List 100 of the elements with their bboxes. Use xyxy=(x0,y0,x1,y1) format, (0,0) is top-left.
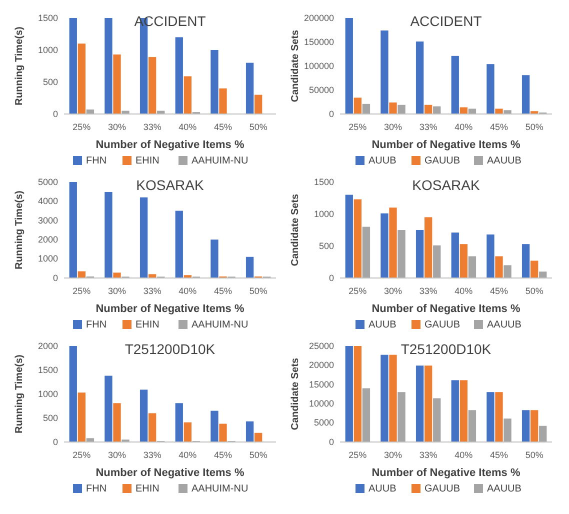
y-tick-label: 0 xyxy=(328,436,334,447)
y-tick-label: 50000 xyxy=(308,84,334,95)
y-tick-label: 2000 xyxy=(38,340,58,351)
x-axis-title: Number of Negative Items % xyxy=(372,303,520,315)
x-tick-label: 40% xyxy=(178,286,197,296)
y-tick-label: 1500 xyxy=(38,12,58,23)
y-tick-label: 10000 xyxy=(308,398,334,408)
y-tick-label: 3000 xyxy=(38,215,58,226)
y-tick-label: 20000 xyxy=(308,360,334,370)
y-tick-label: 500 xyxy=(42,76,58,87)
legend-label: FHN xyxy=(86,320,107,330)
y-tick-label: 1500 xyxy=(38,364,58,375)
y-tick-label: 500 xyxy=(318,240,334,251)
legend-label: GAUUB xyxy=(424,484,460,494)
legend-label: FHN xyxy=(86,156,107,166)
y-tick-label: 5000 xyxy=(314,418,334,428)
legend-label: EHIN xyxy=(136,156,160,166)
x-tick-label: 33% xyxy=(419,122,438,132)
y-tick-label: 5000 xyxy=(38,176,58,187)
y-tick-label: 0 xyxy=(52,436,58,447)
y-axis-title: Candidate Sets xyxy=(290,357,301,430)
legend-label: AAHUIM-NU xyxy=(192,156,248,166)
x-tick-label: 25% xyxy=(348,286,367,296)
x-tick-label: 50% xyxy=(249,122,268,132)
x-tick-label: 45% xyxy=(490,286,508,296)
chart-title: ACCIDENT xyxy=(410,13,482,29)
y-tick-label: 1000 xyxy=(314,208,334,219)
y-tick-label: 2000 xyxy=(38,234,58,244)
x-tick-label: 30% xyxy=(384,122,402,132)
legend-label: GAUUB xyxy=(424,156,460,166)
legend-label: EHIN xyxy=(136,484,160,494)
legend-label: GAUUB xyxy=(424,320,460,330)
x-axis-title: Number of Negative Items % xyxy=(96,303,244,315)
y-axis-title: Running Time(s) xyxy=(14,354,25,434)
y-tick-label: 4000 xyxy=(38,196,58,206)
legend-label: AUUB xyxy=(368,156,397,166)
y-axis-title: Candidate Sets xyxy=(290,193,301,266)
legend-label: AAHUIM-NU xyxy=(192,320,248,330)
x-tick-label: 50% xyxy=(249,450,268,460)
y-tick-label: 15000 xyxy=(308,379,334,390)
x-tick-label: 40% xyxy=(178,450,197,460)
y-tick-label: 150000 xyxy=(304,36,334,47)
x-tick-label: 33% xyxy=(143,286,162,296)
x-tick-label: 25% xyxy=(72,286,91,296)
y-tick-label: 1000 xyxy=(38,44,58,55)
y-tick-label: 25000 xyxy=(308,340,334,351)
legend-label: AAHUIM-NU xyxy=(192,484,248,494)
x-tick-label: 30% xyxy=(108,450,126,460)
x-axis-title: Number of Negative Items % xyxy=(372,139,520,151)
y-tick-label: 0 xyxy=(52,272,58,283)
x-tick-label: 45% xyxy=(490,450,508,460)
legend-label: AUUB xyxy=(368,320,397,330)
x-tick-label: 30% xyxy=(384,450,402,460)
y-tick-label: 200000 xyxy=(304,12,334,23)
x-tick-label: 45% xyxy=(214,286,232,296)
x-tick-label: 33% xyxy=(419,286,438,296)
x-axis-title: Number of Negative Items % xyxy=(96,139,244,151)
y-axis-title: Candidate Sets xyxy=(290,29,301,102)
x-tick-label: 50% xyxy=(525,122,544,132)
x-tick-label: 50% xyxy=(249,286,268,296)
x-tick-label: 40% xyxy=(454,122,473,132)
y-axis-title: Running Time(s) xyxy=(14,26,25,106)
chart-title: T251200D10K xyxy=(400,341,492,357)
y-tick-label: 100000 xyxy=(304,60,334,71)
y-tick-label: 1000 xyxy=(38,254,58,264)
x-axis-title: Number of Negative Items % xyxy=(96,467,244,479)
x-tick-label: 30% xyxy=(108,122,126,132)
x-tick-label: 45% xyxy=(214,450,232,460)
x-tick-label: 33% xyxy=(143,122,162,132)
x-tick-label: 25% xyxy=(72,122,91,132)
x-tick-label: 30% xyxy=(384,286,402,296)
x-tick-label: 30% xyxy=(108,286,126,296)
chart-title: KOSARAK xyxy=(136,177,204,193)
legend-label: AAUUB xyxy=(487,320,522,330)
legend-label: AAUUB xyxy=(487,156,522,166)
y-tick-label: 0 xyxy=(328,272,334,283)
x-tick-label: 25% xyxy=(72,450,91,460)
x-tick-label: 50% xyxy=(525,286,544,296)
y-tick-label: 500 xyxy=(42,412,58,423)
legend-label: AAUUB xyxy=(487,484,522,494)
chart-title: T251200D10K xyxy=(124,341,216,357)
legend-label: EHIN xyxy=(136,320,160,330)
y-axis-title: Running Time(s) xyxy=(14,190,25,270)
legend-label: FHN xyxy=(86,484,107,494)
x-tick-label: 40% xyxy=(454,286,473,296)
x-tick-label: 33% xyxy=(419,450,438,460)
x-tick-label: 25% xyxy=(348,122,367,132)
x-tick-label: 25% xyxy=(348,450,367,460)
y-tick-label: 1500 xyxy=(314,176,334,187)
chart-title: KOSARAK xyxy=(412,177,480,193)
x-tick-label: 50% xyxy=(525,450,544,460)
x-tick-label: 33% xyxy=(143,450,162,460)
x-axis-title: Number of Negative Items % xyxy=(372,467,520,479)
legend-label: AUUB xyxy=(368,484,397,494)
y-tick-label: 0 xyxy=(328,108,334,119)
y-tick-label: 1000 xyxy=(38,388,58,399)
x-tick-label: 40% xyxy=(178,122,197,132)
y-tick-label: 0 xyxy=(52,108,58,119)
x-tick-label: 45% xyxy=(490,122,508,132)
x-tick-label: 45% xyxy=(214,122,232,132)
